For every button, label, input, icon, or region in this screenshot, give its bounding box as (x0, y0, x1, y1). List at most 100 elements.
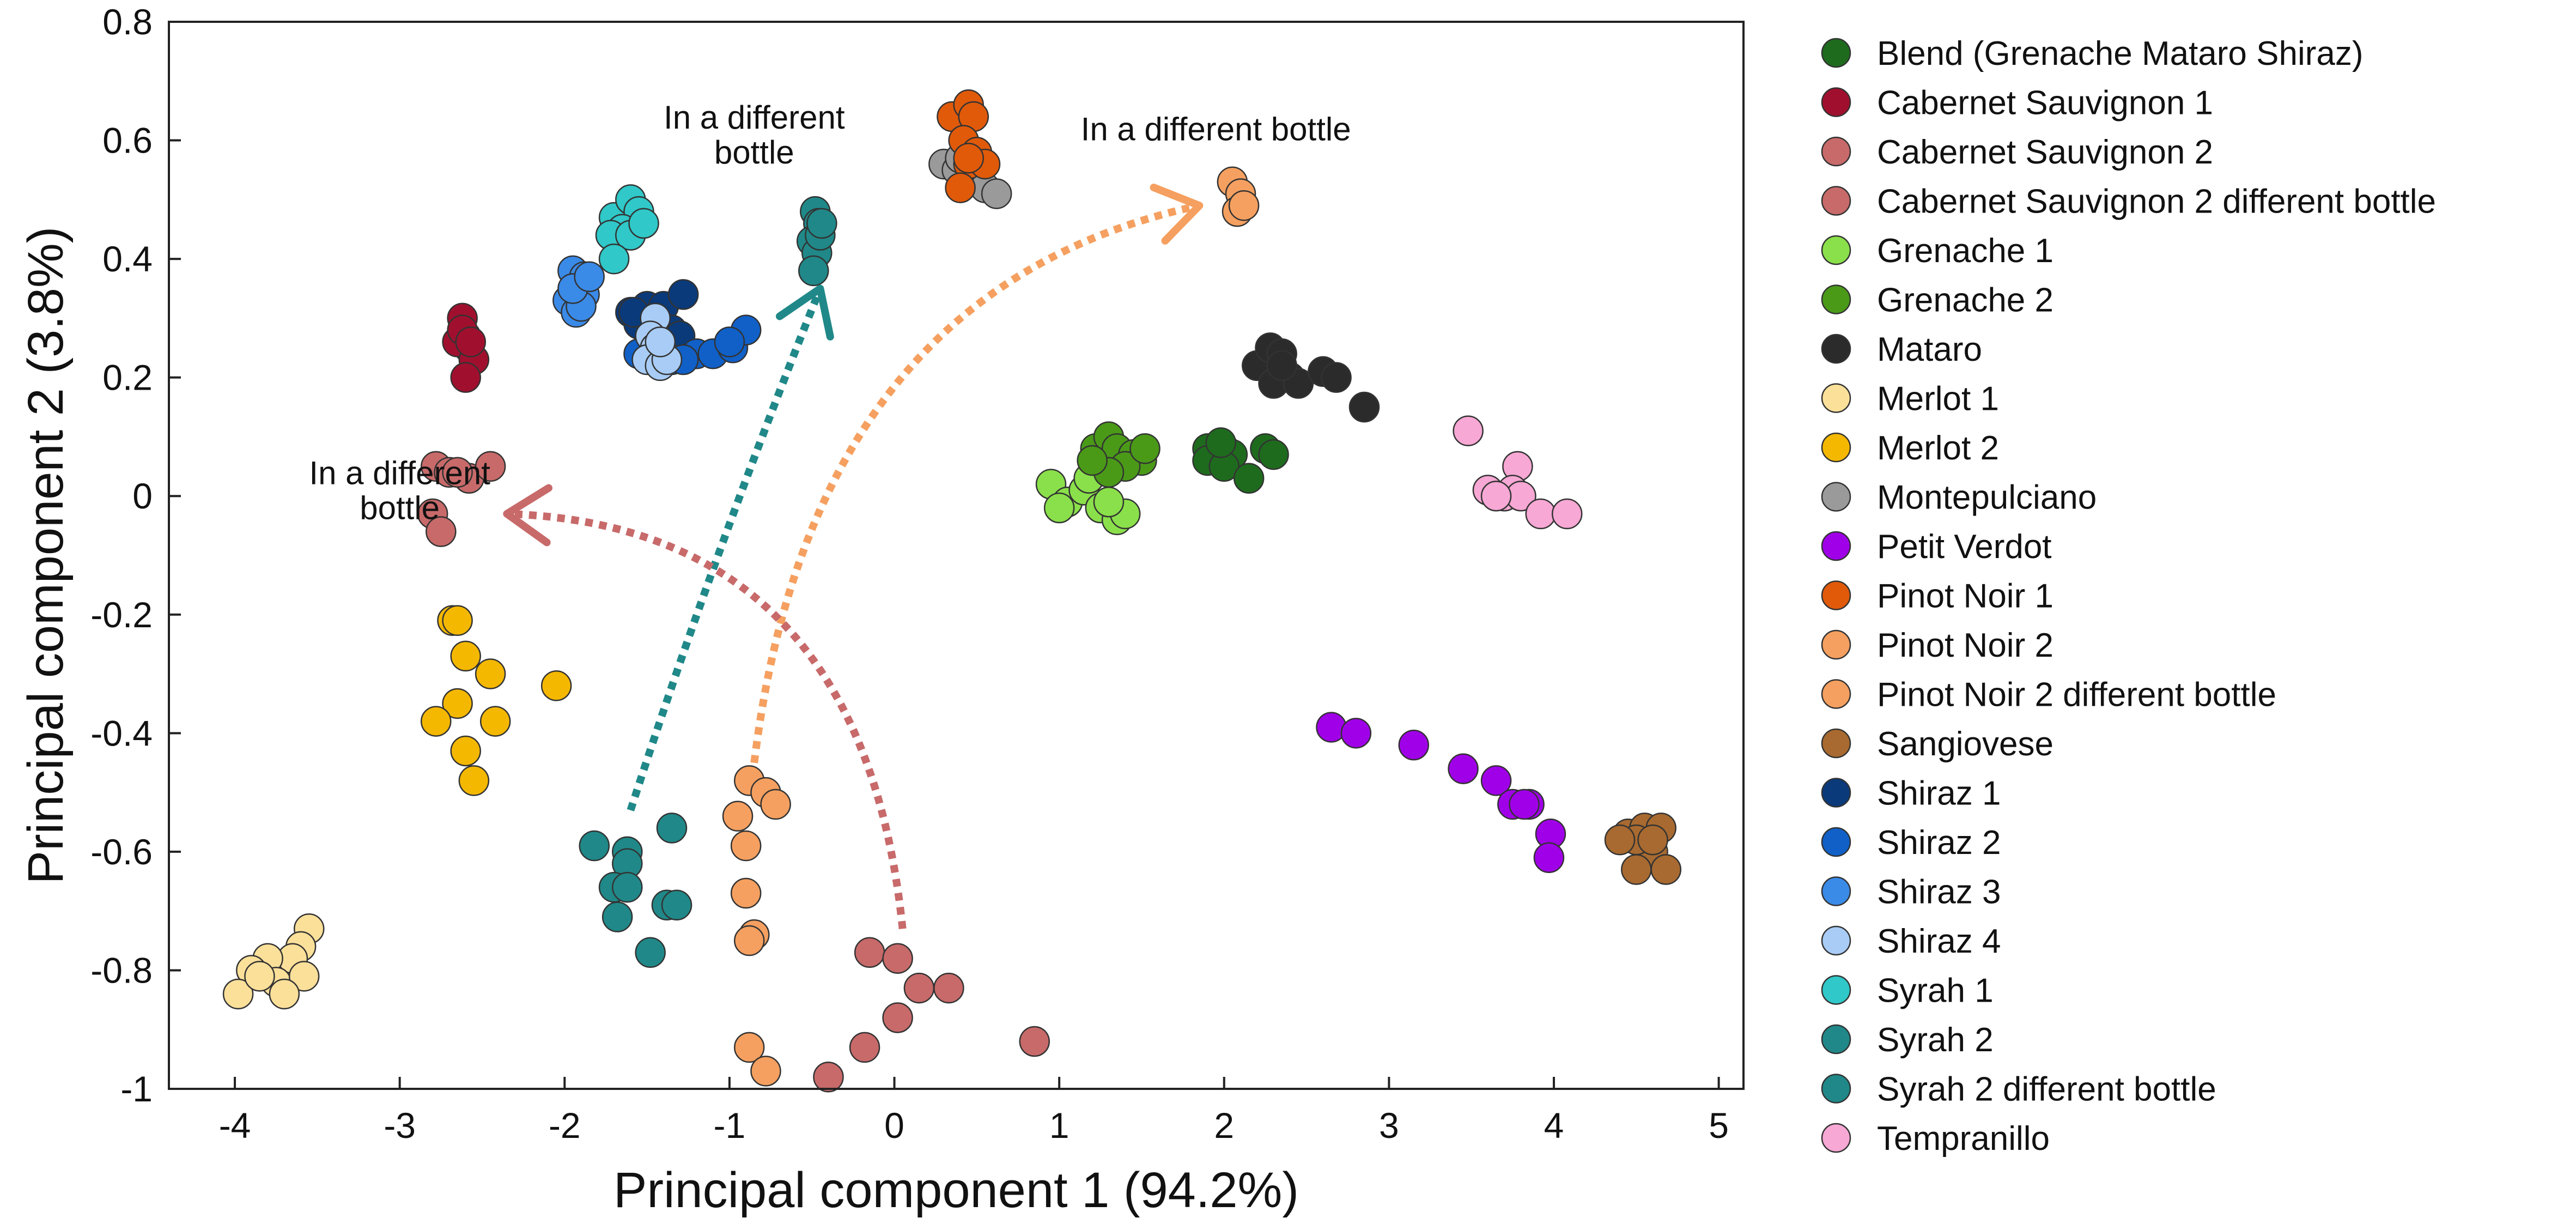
legend-item-blend-grenache-mataro-shiraz: Blend (Grenache Mataro Shiraz) (1821, 35, 2364, 72)
legend-label: Pinot Noir 2 (1877, 627, 2053, 664)
legend-label: Petit Verdot (1877, 528, 2052, 566)
legend-label: Pinot Noir 2 different bottle (1877, 676, 2276, 714)
data-point (1551, 498, 1583, 530)
legend-item-shiraz-2: Shiraz 2 (1821, 824, 2001, 862)
data-point (612, 871, 643, 903)
data-point (813, 1061, 844, 1093)
legend-marker (1821, 975, 1851, 1005)
data-point (1448, 753, 1479, 784)
data-point (458, 765, 490, 796)
y-tick-label: 0.8 (102, 2, 153, 42)
data-point (1398, 729, 1430, 761)
series-syrah-2-different-bottle (796, 196, 837, 287)
legend-item-shiraz-3: Shiraz 3 (1821, 874, 2001, 911)
x-tick-label: -4 (219, 1105, 251, 1146)
x-tick-label: 0 (884, 1105, 904, 1146)
legend-item-cabernet-sauvignon-2: Cabernet Sauvignon 2 (1821, 134, 2213, 171)
arrow-curve-3 (507, 510, 907, 930)
legend-item-syrah-1: Syrah 1 (1821, 972, 1994, 1010)
data-point (1533, 842, 1565, 874)
legend-marker (1821, 876, 1851, 906)
legend-label: Pinot Noir 1 (1877, 578, 2053, 615)
legend-label: Mataro (1877, 331, 1982, 368)
data-point (1637, 824, 1668, 856)
legend-item-sangiovese: Sangiovese (1821, 725, 2053, 763)
data-point (1129, 433, 1161, 464)
legend: Blend (Grenache Mataro Shiraz) Cabernet S… (1821, 35, 2436, 1158)
data-point (849, 1032, 880, 1063)
legend-item-tempranillo: Tempranillo (1821, 1120, 2050, 1158)
series-mataro (1242, 332, 1380, 423)
data-point (750, 1056, 781, 1087)
data-point (1228, 190, 1260, 221)
data-point (602, 901, 633, 932)
x-tick-label: 5 (1709, 1105, 1729, 1146)
data-point (854, 937, 885, 968)
legend-label: Syrah 1 (1877, 972, 1994, 1010)
legend-marker (1821, 531, 1851, 561)
series-merlot-1 (222, 913, 325, 1010)
legend-label: Sangiovese (1877, 725, 2053, 763)
legend-item-merlot-1: Merlot 1 (1821, 380, 1999, 418)
legend-label: Shiraz 4 (1877, 923, 2001, 960)
y-tick-label: -0.6 (90, 832, 153, 872)
data-point (730, 830, 762, 862)
series-pinot-noir-2-different-bottle (1217, 166, 1260, 227)
y-tick-label: 0.6 (102, 120, 153, 161)
data-point (442, 457, 473, 488)
legend-marker (1821, 186, 1851, 216)
chart-marks (222, 89, 1682, 1093)
arrow-curve-2 (750, 202, 1200, 764)
data-point (1480, 480, 1512, 512)
series-syrah-1 (595, 184, 659, 275)
legend-item-shiraz-1: Shiraz 1 (1821, 775, 2001, 813)
legend-marker (1821, 235, 1851, 265)
data-point (1205, 427, 1236, 458)
data-point (806, 208, 837, 239)
series-cabernet-sauvignon-2-different-bottle (417, 451, 506, 547)
series-cabernet-sauvignon-2 (813, 937, 1050, 1093)
legend-label: Syrah 2 (1877, 1021, 1994, 1059)
data-point (1650, 854, 1682, 885)
legend-label: Shiraz 3 (1877, 874, 2001, 911)
arrow-head-3 (503, 484, 552, 547)
data-point (1043, 492, 1075, 524)
series-grenache-1 (1035, 463, 1141, 535)
series-grenache-2 (1077, 421, 1161, 488)
data-point (667, 279, 699, 310)
data-point (714, 326, 745, 358)
legend-item-cabernet-sauvignon-2-different-bottle: Cabernet Sauvignon 2 different bottle (1821, 183, 2436, 221)
data-point (1019, 1026, 1050, 1057)
y-tick-label: 0 (132, 476, 153, 516)
arrow-head-2 (1150, 184, 1204, 245)
data-point (798, 255, 829, 287)
data-point (903, 972, 935, 1004)
data-point (579, 830, 610, 862)
data-point (244, 961, 275, 992)
data-point (760, 789, 791, 820)
legend-marker (1821, 925, 1851, 956)
data-point (269, 978, 300, 1010)
data-point (933, 972, 964, 1004)
annotation-line: In a different bottle (1081, 111, 1351, 148)
y-tick-label: 0.4 (102, 239, 153, 279)
data-point (1093, 486, 1125, 518)
legend-marker (1821, 383, 1851, 413)
legend-item-pinot-noir-2-different-bottle: Pinot Noir 2 different bottle (1821, 676, 2276, 714)
annotation-line: In a different (664, 99, 845, 136)
legend-label: Grenache 1 (1877, 232, 2053, 270)
data-point (288, 961, 320, 992)
data-point (1233, 463, 1265, 494)
data-point (475, 451, 506, 482)
data-point (1525, 498, 1557, 530)
data-point (661, 889, 692, 921)
legend-label: Shiraz 1 (1877, 775, 2001, 813)
legend-item-syrah-2-different-bottle: Syrah 2 different bottle (1821, 1071, 2216, 1108)
annotation-line: In a different (309, 455, 490, 491)
data-point (455, 326, 487, 358)
legend-marker (1821, 1123, 1851, 1153)
data-point (722, 801, 754, 832)
legend-label: Tempranillo (1877, 1120, 2050, 1158)
data-point (635, 937, 666, 968)
